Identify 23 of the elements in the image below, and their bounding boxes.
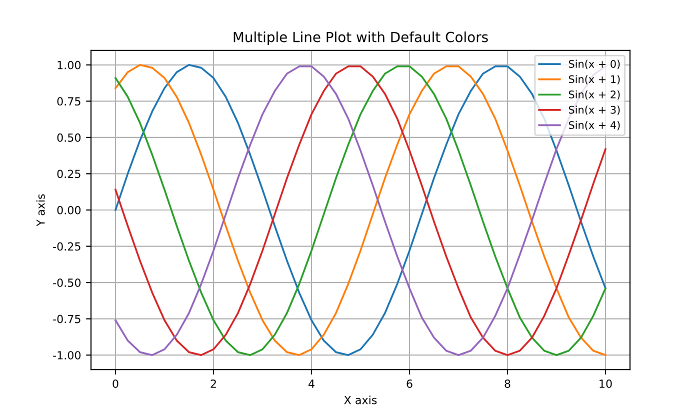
y-tick-label: 0.75: [57, 97, 80, 106]
legend-label: Sin(x + 4): [568, 120, 620, 130]
chart-title: Multiple Line Plot with Default Colors: [234, 32, 488, 45]
x-tick-label: 4: [308, 380, 314, 388]
legend-label: Sin(x + 2): [568, 90, 620, 100]
x-axis-title: X axis: [344, 396, 377, 404]
y-tick-label: -0.75: [53, 314, 80, 324]
y-axis-title: Y axis: [36, 194, 45, 226]
x-tick-label: 2: [210, 380, 216, 388]
legend-label: Sin(x + 3): [568, 106, 620, 115]
y-tick-label: -1.00: [53, 351, 81, 360]
x-tick-label: 6: [406, 380, 412, 388]
y-tick-label: 1.00: [58, 60, 81, 70]
y-tick-label: -0.25: [53, 242, 80, 251]
x-tick-label: 0: [112, 380, 118, 388]
y-tick-label: 0.25: [57, 170, 80, 178]
y-tick-label: 0.00: [57, 206, 81, 214]
x-tick-label: 10: [600, 380, 612, 388]
y-tick-label: 0.50: [57, 133, 81, 142]
legend-label: Sin(x + 1): [568, 75, 620, 84]
legend-label: Sin(x + 0): [568, 60, 620, 70]
x-tick-label: 8: [504, 380, 510, 388]
y-tick-label: -0.50: [53, 278, 81, 287]
